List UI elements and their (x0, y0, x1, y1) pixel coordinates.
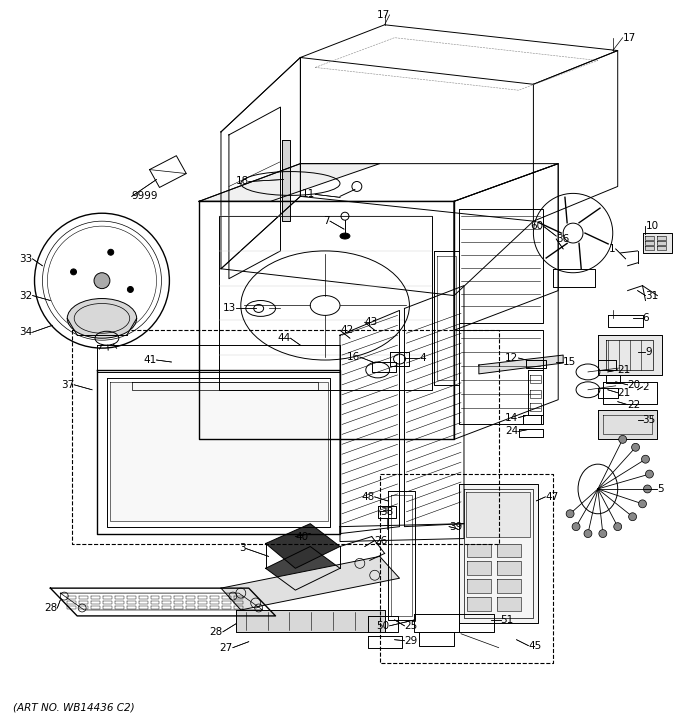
Polygon shape (467, 544, 491, 558)
Text: 31: 31 (645, 291, 659, 301)
Text: 36: 36 (556, 234, 569, 244)
Polygon shape (496, 561, 520, 575)
Polygon shape (496, 544, 520, 558)
Text: 60: 60 (530, 221, 543, 231)
Text: 17: 17 (623, 33, 636, 43)
Text: 38: 38 (379, 507, 393, 517)
Text: 21: 21 (617, 365, 631, 375)
Text: 11: 11 (302, 189, 316, 199)
Ellipse shape (643, 485, 651, 493)
Text: 1: 1 (609, 244, 615, 254)
Text: 41: 41 (143, 355, 156, 365)
Text: 44: 44 (277, 334, 290, 343)
Text: 42: 42 (340, 326, 353, 335)
Text: 33: 33 (19, 254, 33, 264)
Text: 35: 35 (643, 415, 656, 425)
Polygon shape (645, 246, 654, 250)
Polygon shape (598, 410, 658, 439)
Ellipse shape (619, 436, 627, 443)
Ellipse shape (94, 273, 110, 289)
Text: 22: 22 (628, 399, 641, 410)
Text: 43: 43 (364, 318, 378, 327)
Polygon shape (645, 236, 654, 240)
Text: 27: 27 (220, 642, 233, 652)
Text: 6: 6 (643, 313, 649, 323)
Text: 34: 34 (19, 327, 33, 337)
Text: 37: 37 (61, 380, 74, 390)
Text: 5: 5 (658, 484, 664, 494)
Ellipse shape (614, 523, 622, 531)
Ellipse shape (572, 523, 580, 531)
Text: 21: 21 (617, 388, 631, 398)
Ellipse shape (67, 299, 137, 338)
Text: 17: 17 (376, 10, 390, 20)
Polygon shape (236, 610, 385, 631)
Polygon shape (658, 241, 666, 245)
Text: 25: 25 (405, 621, 418, 631)
Text: 29: 29 (405, 636, 418, 646)
Text: 26: 26 (375, 536, 388, 545)
Text: 15: 15 (563, 357, 577, 367)
Text: 39: 39 (449, 522, 462, 531)
Polygon shape (266, 523, 340, 568)
Polygon shape (643, 233, 673, 253)
Text: 32: 32 (19, 291, 33, 301)
Ellipse shape (645, 470, 653, 478)
Text: 20: 20 (628, 380, 641, 390)
Ellipse shape (107, 249, 114, 255)
Ellipse shape (641, 455, 649, 463)
Polygon shape (658, 236, 666, 240)
Text: 14: 14 (505, 413, 519, 423)
Ellipse shape (639, 500, 647, 508)
Polygon shape (645, 241, 654, 245)
Text: 3: 3 (239, 544, 245, 553)
Text: 9999: 9999 (132, 191, 158, 202)
Ellipse shape (566, 510, 574, 518)
Ellipse shape (71, 269, 77, 275)
Ellipse shape (340, 233, 350, 239)
Text: 51: 51 (500, 615, 514, 625)
Polygon shape (467, 579, 491, 593)
Ellipse shape (584, 530, 592, 537)
Text: 40: 40 (295, 531, 309, 542)
Ellipse shape (632, 443, 639, 451)
Polygon shape (658, 246, 666, 250)
Text: 18: 18 (235, 176, 249, 186)
Polygon shape (479, 355, 563, 374)
Ellipse shape (127, 286, 133, 292)
Text: 45: 45 (528, 641, 542, 650)
Text: 47: 47 (545, 492, 558, 502)
Text: 10: 10 (645, 221, 659, 231)
Text: 50: 50 (377, 621, 390, 631)
Text: 9: 9 (645, 347, 652, 357)
Polygon shape (110, 382, 328, 521)
Polygon shape (266, 547, 340, 590)
Polygon shape (467, 561, 491, 575)
Polygon shape (459, 484, 539, 623)
Polygon shape (466, 492, 530, 536)
Text: 24: 24 (505, 426, 519, 436)
Text: 13: 13 (222, 304, 236, 313)
Text: 16: 16 (347, 352, 360, 362)
Ellipse shape (628, 513, 636, 521)
Text: 28: 28 (209, 627, 223, 637)
Ellipse shape (90, 306, 96, 312)
Text: 4: 4 (420, 353, 426, 363)
Text: (ART NO. WB14436 C2): (ART NO. WB14436 C2) (13, 702, 135, 712)
Ellipse shape (599, 530, 607, 537)
Polygon shape (282, 140, 290, 221)
Text: 28: 28 (44, 603, 57, 613)
Polygon shape (496, 597, 520, 611)
Text: 12: 12 (505, 353, 519, 363)
Text: 7: 7 (324, 216, 330, 226)
Polygon shape (598, 335, 662, 375)
Polygon shape (496, 579, 520, 593)
Text: 48: 48 (362, 492, 375, 502)
Polygon shape (467, 597, 491, 611)
Polygon shape (221, 556, 400, 610)
Text: 2: 2 (643, 382, 649, 392)
Polygon shape (199, 164, 379, 202)
